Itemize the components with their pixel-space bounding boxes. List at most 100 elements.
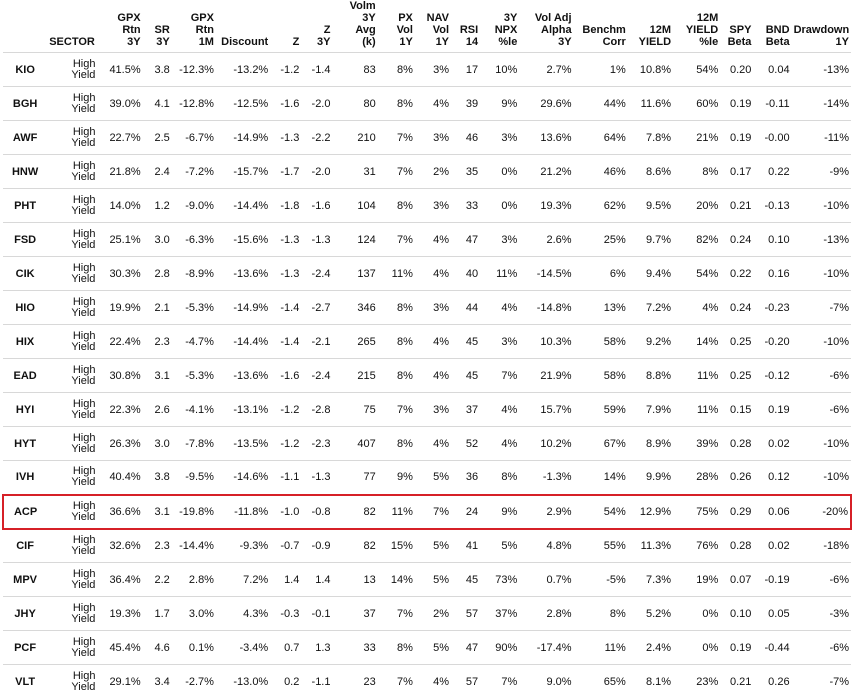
- cell-volume-3y-avg: 137: [357, 267, 376, 280]
- table-row[interactable]: CIK High Yield 30.3% 2.8 -8.9% -13.6% -1.3 -2.4 1…: [3, 256, 851, 291]
- column-header-vol-adj-alpha-3y[interactable]: Vol Adj Alpha 3Y: [534, 12, 572, 48]
- cell-gpx-rtn-1m: -9.0%: [185, 199, 214, 212]
- column-header-volume-3y-avg[interactable]: Volm 3Y Avg (k): [349, 0, 376, 48]
- cell-sector: High Yield: [71, 227, 96, 251]
- cell-discount: -9.3%: [239, 539, 269, 552]
- cell-sector: High Yield: [71, 295, 96, 319]
- table-row[interactable]: HIO High Yield 19.9% 2.1 -5.3% -14.9% -1.4 -2.7 3…: [3, 290, 851, 325]
- column-header-ticker[interactable]: [3, 0, 47, 53]
- table-row[interactable]: HYI High Yield 22.3% 2.6 -4.1% -13.1% -1.2 -2.8 7…: [3, 392, 851, 427]
- column-header-sector[interactable]: SECTOR: [49, 36, 95, 48]
- cell-spy-beta: 0.15: [729, 403, 752, 416]
- column-header-rsi-14[interactable]: RSI 14: [459, 24, 479, 48]
- cell-z: -1.8: [280, 199, 300, 212]
- table-row[interactable]: FSD High Yield 25.1% 3.0 -6.3% -15.6% -1.3 -1.3 1…: [3, 222, 851, 257]
- cell-yield-12m-percentile: 23%: [696, 675, 719, 688]
- column-header-px-vol-1y[interactable]: PX Vol 1Y: [396, 12, 413, 48]
- cell-discount: -12.5%: [233, 97, 269, 110]
- cell-vol-adj-alpha-3y: -17.4%: [536, 641, 572, 654]
- cell-rsi-14: 47: [465, 641, 479, 654]
- cell-rsi-14: 37: [465, 403, 479, 416]
- cell-yield-12m-percentile: 82%: [696, 233, 719, 246]
- cell-benchmark-corr: 59%: [603, 403, 626, 416]
- column-header-bnd-beta[interactable]: BND Beta: [765, 24, 790, 48]
- cell-sr-3y: 3.8: [154, 63, 170, 76]
- table-row[interactable]: CIF High Yield 32.6% 2.3 -14.4% -9.3% -0.7 -0.9 8…: [3, 528, 851, 563]
- cell-yield-12m-percentile: 0%: [702, 607, 719, 620]
- cell-spy-beta: 0.07: [729, 573, 752, 586]
- table-row[interactable]: AWF High Yield 22.7% 2.5 -6.7% -14.9% -1.3 -2.2 2…: [3, 120, 851, 155]
- table-row[interactable]: MPV High Yield 36.4% 2.2 2.8% 7.2% 1.4 1.4 13 14% 5…: [3, 562, 851, 597]
- column-header-yield-12m[interactable]: 12M YIELD: [638, 24, 672, 48]
- cell-drawdown-1y: -14%: [823, 97, 849, 110]
- table-row[interactable]: JHY High Yield 19.3% 1.7 3.0% 4.3% -0.3 -0.1 37 7%…: [3, 596, 851, 631]
- cell-benchmark-corr: 44%: [603, 97, 626, 110]
- cell-volume-3y-avg: 215: [357, 369, 376, 382]
- cell-yield-12m-percentile: 20%: [696, 199, 719, 212]
- cell-z-3y: -1.6: [311, 199, 331, 212]
- cell-benchmark-corr: 14%: [603, 471, 626, 484]
- cell-discount: -14.6%: [233, 471, 269, 484]
- cell-z: -1.3: [280, 267, 300, 280]
- column-header-nav-vol-1y[interactable]: NAV Vol 1Y: [426, 12, 450, 48]
- table-row-highlighted[interactable]: ACP High Yield 36.6% 3.1 -19.8% -11.8% -1.0 -0.8…: [1, 493, 853, 530]
- column-header-z-3y[interactable]: Z 3Y: [317, 24, 331, 48]
- cell-z: 0.2: [284, 675, 300, 688]
- table-row[interactable]: KIO High Yield 41.5% 3.8 -12.3% -13.2% -1.2 -1.4…: [3, 52, 851, 87]
- cell-npx-3y-percentile: 0%: [501, 165, 518, 178]
- cell-z-3y: -0.8: [301, 493, 333, 530]
- column-header-yield-12m-percentile[interactable]: 12M YIELD %le: [685, 12, 719, 48]
- cell-bnd-beta: 0.10: [768, 233, 790, 246]
- cell-spy-beta: 0.19: [729, 131, 752, 144]
- cell-yield-12m: 5.2%: [645, 607, 672, 620]
- cell-gpx-rtn-1m: -19.8%: [171, 493, 216, 530]
- column-header-gpx-rtn-3y[interactable]: GPX Rtn 3Y: [117, 12, 141, 48]
- cell-px-vol-1y: 7%: [396, 403, 413, 416]
- column-header-z[interactable]: Z: [292, 36, 300, 48]
- cell-discount: -14.9%: [233, 301, 269, 314]
- cell-z-3y: 1.4: [315, 573, 331, 586]
- cell-npx-3y-percentile: 7%: [501, 369, 518, 382]
- cell-bnd-beta: 0.05: [768, 607, 790, 620]
- cell-z-3y: -2.1: [311, 335, 331, 348]
- cell-gpx-rtn-3y: 36.6%: [97, 493, 143, 530]
- cell-nav-vol-1y: 4%: [433, 97, 450, 110]
- table-row[interactable]: BGH High Yield 39.0% 4.1 -12.8% -12.5% -1.6 -2.0…: [3, 86, 851, 121]
- cell-volume-3y-avg: 265: [357, 335, 376, 348]
- column-header-discount[interactable]: Discount: [221, 36, 269, 48]
- table-row[interactable]: EAD High Yield 30.8% 3.1 -5.3% -13.6% -1.6 -2.4 2…: [3, 358, 851, 393]
- cell-bnd-beta: -0.13: [764, 199, 790, 212]
- cell-sr-3y: 2.6: [154, 403, 170, 416]
- table-row[interactable]: VLT High Yield 29.1% 3.4 -2.7% -13.0% 0.2 -1.1 23…: [3, 664, 851, 699]
- cell-benchmark-corr: 25%: [603, 233, 626, 246]
- table-row[interactable]: IVH High Yield 40.4% 3.8 -9.5% -14.6% -1.1 -1.3 7…: [3, 460, 851, 495]
- table-row[interactable]: PHT High Yield 14.0% 1.2 -9.0% -14.4% -1.8 -1.6 1…: [3, 188, 851, 223]
- column-header-benchmark-corr[interactable]: Benchm Corr: [582, 24, 626, 48]
- table-row[interactable]: HIX High Yield 22.4% 2.3 -4.7% -14.4% -1.4 -2.1 2…: [3, 324, 851, 359]
- cell-yield-12m-percentile: 19%: [696, 573, 719, 586]
- table-row[interactable]: HYT High Yield 26.3% 3.0 -7.8% -13.5% -1.2 -2.3 4…: [3, 426, 851, 461]
- cell-gpx-rtn-3y: 21.8%: [109, 165, 141, 178]
- cell-ticker: PCF: [14, 641, 37, 654]
- cell-z: -1.2: [280, 63, 300, 76]
- column-header-sr-3y[interactable]: SR 3Y: [154, 24, 170, 48]
- cell-volume-3y-avg: 82: [363, 539, 376, 552]
- column-header-gpx-rtn-1m[interactable]: GPX Rtn 1M: [190, 12, 214, 48]
- cell-sector: High Yield: [71, 397, 96, 421]
- column-header-spy-beta[interactable]: SPY Beta: [727, 24, 752, 48]
- column-header-drawdown-1y[interactable]: Drawdown 1Y: [793, 24, 850, 48]
- cell-benchmark-corr: 62%: [603, 199, 626, 212]
- cell-benchmark-corr: -5%: [606, 573, 626, 586]
- cell-z-3y: -1.3: [311, 471, 331, 484]
- table-row[interactable]: HNW High Yield 21.8% 2.4 -7.2% -15.7% -1.7 -2.0 3…: [3, 154, 851, 189]
- cell-ticker: HYT: [14, 437, 37, 450]
- column-header-npx-3y-percentile[interactable]: 3Y NPX %le: [494, 12, 518, 48]
- cell-spy-beta: 0.20: [729, 63, 752, 76]
- table-row[interactable]: PCF High Yield 45.4% 4.6 0.1% -3.4% 0.7 1.3 33 8% 5…: [3, 630, 851, 665]
- cell-npx-3y-percentile: 3%: [501, 131, 518, 144]
- cell-z-3y: -1.4: [311, 63, 331, 76]
- cell-benchmark-corr: 64%: [603, 131, 626, 144]
- cell-sector: High Yield: [71, 159, 96, 183]
- cell-sr-3y: 2.5: [154, 131, 170, 144]
- cell-sr-3y: 4.1: [154, 97, 170, 110]
